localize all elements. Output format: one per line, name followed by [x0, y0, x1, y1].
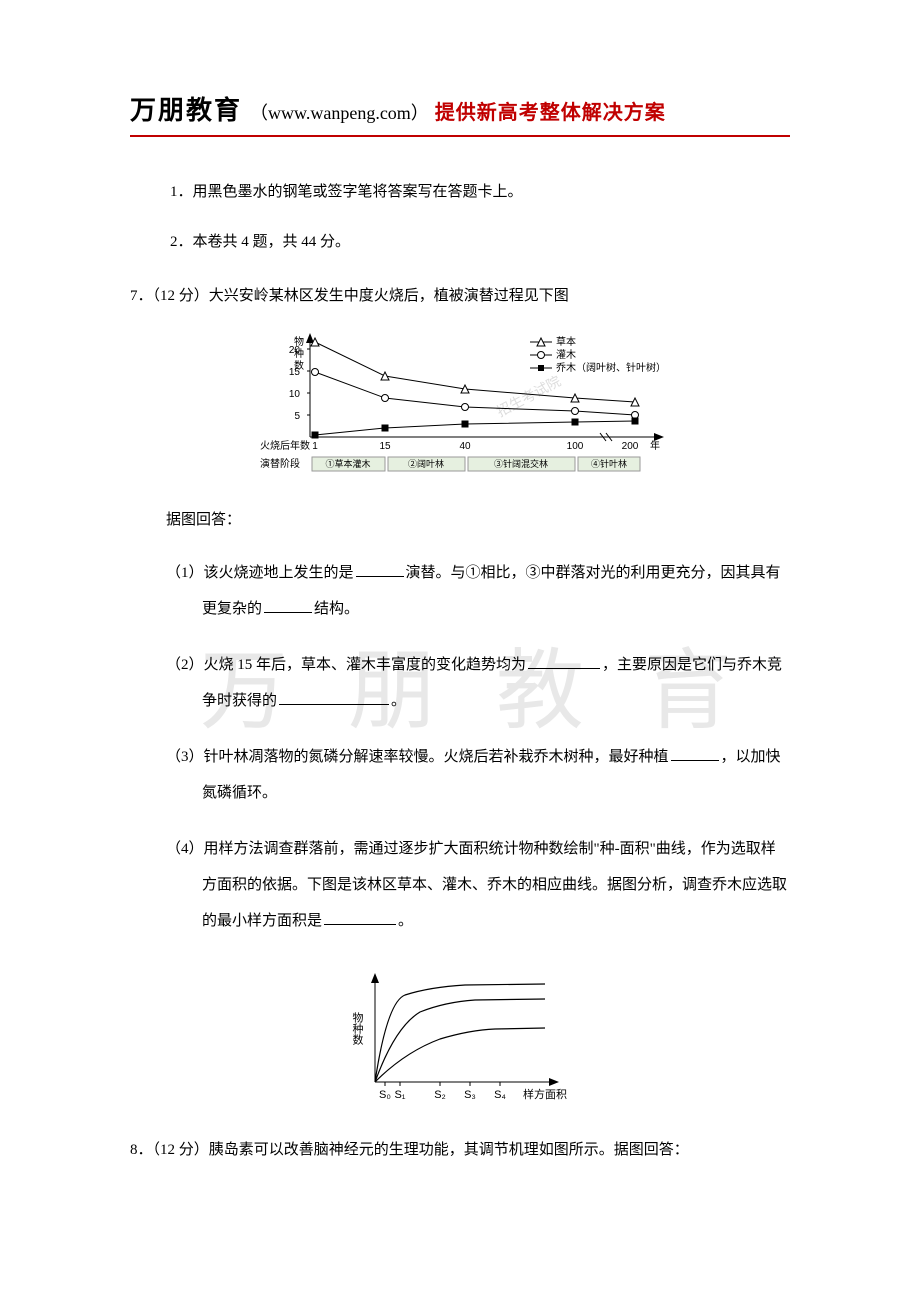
chart1-legend: 草本 灌木 乔木（阔叶树、针叶树）	[530, 335, 666, 374]
q7-head: 7．（12 分）大兴安岭某林区发生中度火烧后，植被演替过程见下图	[130, 281, 790, 311]
q7-sub3: （3）针叶林凋落物的氮磷分解速率较慢。火烧后若补栽乔木树种，最好种植，以加快氮磷…	[166, 739, 790, 811]
series-qiaomu-markers	[312, 418, 638, 438]
instruction-2: 2．本卷共 4 题，共 44 分。	[170, 227, 790, 257]
chart-1-wrap: 招生考试院 物 种 数 5 10 15 20	[130, 327, 790, 477]
svg-text:15: 15	[289, 367, 301, 378]
instruction-1: 1．用黑色墨水的钢笔或签字笔将答案写在答题卡上。	[170, 177, 790, 207]
chart2-curve-top	[375, 984, 545, 1082]
brand-slogan: 提供新高考整体解决方案	[435, 96, 666, 125]
brand-name: 万朋教育	[130, 90, 242, 127]
svg-text:③针阔混交林: ③针阔混交林	[494, 458, 548, 469]
svg-text:年: 年	[650, 439, 660, 452]
series-guanmu-line	[315, 372, 635, 415]
question-8: 8．（12 分）胰岛素可以改善脑神经元的生理功能，其调节机理如图所示。据图回答：	[130, 1135, 790, 1165]
svg-text:40: 40	[459, 441, 471, 452]
q8-head: 8．（12 分）胰岛素可以改善脑神经元的生理功能，其调节机理如图所示。据图回答：	[130, 1135, 790, 1165]
svg-text:20: 20	[289, 345, 301, 356]
chart1-axes	[306, 333, 664, 441]
svg-text:②阔叶林: ②阔叶林	[408, 458, 444, 469]
species-area-chart: 物种数 S₀ S₁ S₂ S₃ S₄ 样方面积	[345, 967, 575, 1107]
svg-text:S₃: S₃	[464, 1089, 476, 1101]
svg-text:灌木: 灌木	[556, 349, 576, 361]
chart2-curve-mid	[375, 999, 545, 1082]
chart2-xlabel: 样方面积	[523, 1087, 567, 1101]
page-header: 万朋教育 （www.wanpeng.com） 提供新高考整体解决方案	[130, 90, 790, 137]
q7-prompt: 据图回答：	[166, 505, 790, 535]
chart1-xlabel-2: 演替阶段	[260, 457, 300, 470]
chart2-curve-bot	[375, 1028, 545, 1082]
svg-text:S₀: S₀	[379, 1089, 391, 1101]
series-guanmu-markers	[312, 369, 639, 419]
brand-url: （www.wanpeng.com）	[250, 99, 429, 125]
question-7: 7．（12 分）大兴安岭某林区发生中度火烧后，植被演替过程见下图 招生考试院 物…	[130, 281, 790, 1107]
page-content: 万朋教育 （www.wanpeng.com） 提供新高考整体解决方案 1．用黑色…	[130, 90, 790, 1165]
chart1-stages: ①草本灌木 ②阔叶林 ③针阔混交林 ④针叶林	[312, 457, 640, 471]
succession-chart: 招生考试院 物 种 数 5 10 15 20	[230, 327, 690, 477]
chart-2-wrap: 物种数 S₀ S₁ S₂ S₃ S₄ 样方面积	[130, 967, 790, 1107]
svg-text:④针叶林: ④针叶林	[591, 458, 627, 469]
q7-sub4: （4）用样方法调查群落前，需通过逐步扩大面积统计物种数绘制"种-面积"曲线，作为…	[166, 831, 790, 939]
series-qiaomu-line	[315, 421, 635, 435]
svg-text:15: 15	[379, 441, 391, 452]
svg-text:①草本灌木: ①草本灌木	[325, 458, 370, 469]
svg-text:200: 200	[622, 441, 639, 452]
svg-text:S₁: S₁	[394, 1089, 405, 1101]
svg-text:100: 100	[567, 441, 584, 452]
q7-sub1: （1）该火烧迹地上发生的是演替。与①相比，③中群落对光的利用更充分，因其具有更复…	[166, 555, 790, 627]
svg-text:5: 5	[294, 411, 300, 422]
svg-text:1: 1	[312, 441, 318, 452]
chart2-ylabel: 物种数	[351, 1011, 364, 1046]
q7-sub2: （2）火烧 15 年后，草本、灌木丰富度的变化趋势均为，主要原因是它们与乔木竞争…	[166, 647, 790, 719]
chart2-xticks: S₀ S₁ S₂ S₃ S₄	[379, 1082, 506, 1101]
svg-text:草本: 草本	[556, 335, 576, 348]
chart1-xlabel-1: 火烧后年数	[260, 439, 310, 452]
svg-text:S₄: S₄	[494, 1089, 506, 1101]
svg-text:S₂: S₂	[434, 1089, 446, 1101]
svg-text:10: 10	[289, 389, 301, 400]
chart1-xticks: 1 15 40 100 200 年	[312, 439, 660, 452]
svg-text:乔木（阔叶树、针叶树）: 乔木（阔叶树、针叶树）	[556, 361, 666, 374]
